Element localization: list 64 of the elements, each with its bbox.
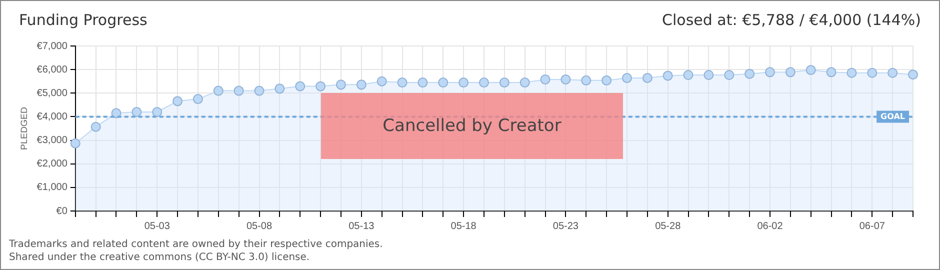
- point: [234, 86, 244, 96]
- point: [704, 70, 714, 80]
- point: [540, 74, 550, 84]
- cancelled-stamp: Cancelled by Creator: [321, 93, 623, 159]
- point: [806, 65, 816, 76]
- point: [90, 122, 101, 132]
- point: [888, 68, 898, 78]
- point: [499, 78, 510, 88]
- point: [213, 86, 224, 96]
- point: [724, 70, 734, 80]
- y-tick-label: €5,000: [36, 88, 68, 99]
- text: Shared under the creative commons (CC BY-NC 3.0) license.: [9, 251, 311, 264]
- y-tick-label: €4,000: [36, 111, 68, 122]
- point: [622, 73, 632, 84]
- point: [581, 75, 592, 86]
- point: [152, 107, 162, 117]
- point: [602, 75, 612, 86]
- ref-line-label: GOAL: [880, 112, 906, 121]
- point: [70, 138, 80, 148]
- point: [867, 68, 878, 78]
- x-tick-label: 05-03: [144, 220, 170, 232]
- point: [764, 67, 775, 78]
- y-tick-label: €6,000: [36, 64, 68, 76]
- point: [744, 68, 755, 79]
- point: [274, 84, 285, 94]
- y-tick-label: €7,000: [36, 40, 68, 52]
- point: [826, 67, 836, 78]
- text: Trademarks and related content are owned by their respective companies.: [9, 238, 383, 251]
- y-axis-title: PLEDGED: [18, 106, 29, 150]
- point: [478, 78, 489, 88]
- point: [192, 94, 203, 104]
- chart-title: Funding Progress: [19, 11, 148, 29]
- point: [438, 78, 448, 88]
- point: [254, 86, 264, 96]
- point: [316, 81, 326, 92]
- point: [520, 78, 530, 88]
- x-tick-label: 05-18: [450, 220, 477, 232]
- y-tick-label: €2,000: [36, 158, 68, 170]
- chart-subtitle: Closed at: €5,788 / €4,000 (144%): [662, 11, 921, 29]
- point: [397, 78, 408, 88]
- point: [683, 70, 694, 80]
- point: [662, 70, 673, 81]
- point: [458, 78, 469, 88]
- y-tick-label: €3,000: [36, 135, 68, 146]
- point: [132, 107, 142, 117]
- point: [642, 73, 652, 84]
- point: [785, 67, 796, 78]
- x-tick-label: 06-07: [859, 220, 886, 232]
- x-tick-label: 05-23: [552, 220, 579, 232]
- point: [560, 74, 571, 84]
- point: [295, 81, 306, 92]
- x-tick-label: 05-28: [655, 220, 682, 232]
- y-tick-label: €1,000: [36, 182, 68, 194]
- x-tick-label: 06-02: [757, 220, 784, 232]
- y-tick-label: €0: [56, 206, 68, 217]
- point: [356, 80, 366, 90]
- point: [908, 70, 918, 80]
- point: [376, 76, 387, 86]
- point: [418, 78, 428, 88]
- x-tick-label: 05-08: [246, 220, 272, 232]
- point: [846, 68, 857, 78]
- point: [336, 80, 346, 90]
- point: [172, 96, 183, 106]
- x-tick-label: 05-13: [348, 220, 375, 232]
